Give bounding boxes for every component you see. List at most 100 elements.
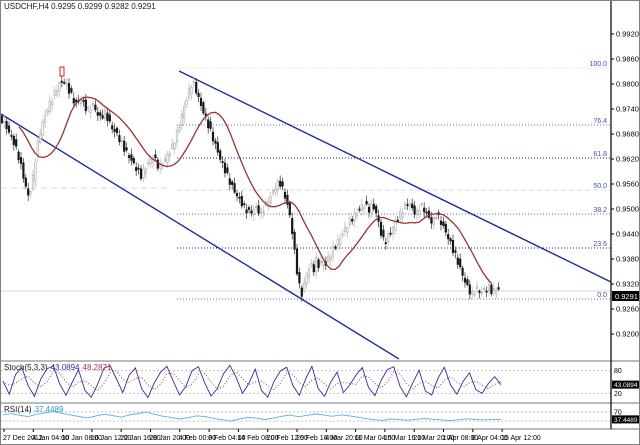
candle-body (276, 180, 279, 191)
stoch-current-value-box (612, 380, 639, 389)
candle-body (267, 201, 270, 207)
candle-body (312, 264, 315, 273)
candle-body (79, 100, 83, 105)
stoch-current-value: 43.0894 (614, 382, 638, 389)
time-axis-label: 8 Apr 04:00 (472, 435, 508, 442)
candle-body (454, 250, 457, 253)
candle-body (466, 279, 469, 285)
fib-level-label: 38.2 (593, 207, 607, 214)
candle-body (415, 210, 419, 216)
price-axis-label: 0.9560 (616, 180, 639, 189)
price-axis-label: 0.9920 (616, 30, 639, 39)
candle-body (211, 131, 215, 142)
candle-body (243, 203, 246, 206)
candle-body (483, 287, 486, 290)
fib-level-label: 23.6 (593, 241, 607, 248)
candle-body (103, 109, 107, 119)
candle-body (240, 195, 243, 207)
candle-body (65, 82, 68, 85)
candle-body (372, 203, 375, 210)
candle-body (406, 204, 409, 206)
price-axis-label: 0.9260 (616, 305, 639, 314)
sell-signal-marker (59, 66, 65, 77)
candle-body (187, 88, 191, 99)
trendline[interactable] (178, 70, 612, 283)
candle-body (197, 93, 200, 98)
candle-body (401, 213, 404, 218)
candle-body (48, 100, 51, 112)
candle-body (303, 282, 306, 292)
candle-body (43, 114, 47, 123)
candle-body (72, 98, 75, 104)
candle-body (288, 202, 291, 216)
time-axis-label: 8 Feb 04:00 (208, 435, 245, 442)
candle-body (432, 216, 435, 225)
candle-body (411, 203, 414, 209)
candle-body (310, 263, 313, 266)
candle-body (175, 130, 179, 143)
candle-body (348, 218, 351, 226)
candle-body (360, 204, 363, 212)
candle-body (346, 228, 349, 233)
trendline[interactable] (1, 113, 400, 360)
candle-body (463, 277, 467, 283)
candle-body (7, 125, 11, 133)
candle-body (127, 155, 131, 158)
candle-body (379, 221, 383, 236)
chart-title: USDCHF,H4 0.9295 0.9299 0.9282 0.9291 (4, 2, 156, 11)
candle-body (226, 167, 229, 173)
price-axis-label: 0.9800 (616, 80, 639, 89)
candle-body (399, 211, 402, 219)
candle-body (192, 81, 195, 83)
candle-body (271, 190, 275, 194)
candle-body (423, 207, 426, 213)
candle-body (154, 154, 157, 158)
candle-body (447, 234, 450, 240)
candle-body (408, 203, 411, 207)
candle-body (207, 119, 210, 129)
fib-level-label: 76.4 (593, 118, 607, 125)
candle-body (219, 150, 222, 160)
candle-body (456, 257, 459, 265)
candle-body (195, 82, 198, 94)
candle-body (89, 110, 92, 113)
candle-body (168, 153, 171, 156)
candle-body (19, 157, 23, 164)
stoch-name: Stoch(5,3,3) (4, 363, 48, 372)
candle-body (487, 284, 491, 292)
candle-body (3, 120, 6, 124)
price-axis-label: 0.9380 (616, 255, 639, 264)
candle-body (435, 217, 438, 219)
candle-body (468, 284, 471, 295)
candle-body (125, 147, 128, 151)
candle-body (255, 206, 258, 209)
stoch-signal-line (2, 370, 502, 392)
moving-average-line (18, 96, 492, 284)
candle-body (84, 99, 87, 112)
candle-body (149, 158, 152, 165)
candle-body (231, 181, 234, 185)
fib-level-label: 50.0 (593, 183, 607, 190)
candle-body (339, 237, 342, 245)
candle-body (135, 167, 138, 171)
stoch-signal-value: 48.2871 (82, 363, 112, 372)
candle-body (108, 114, 111, 122)
candle-body (123, 140, 126, 152)
candle-body (24, 177, 27, 187)
candle-body (322, 260, 325, 266)
candle-body (444, 223, 447, 233)
candle-body (15, 139, 18, 147)
candle-body (67, 83, 71, 94)
candle-body (471, 291, 474, 295)
candle-body (343, 226, 347, 233)
candle-body (413, 205, 416, 215)
time-axis-label: 27 Dec 2012 (3, 435, 43, 442)
candle-body (274, 188, 277, 193)
candle-body (17, 151, 20, 161)
candle-body (355, 212, 359, 217)
candle-body (331, 246, 335, 257)
stoch-main-line (2, 364, 502, 399)
candle-body (375, 205, 378, 214)
rsi-indicator-label: RSI(14) 37.4489 (4, 405, 63, 414)
